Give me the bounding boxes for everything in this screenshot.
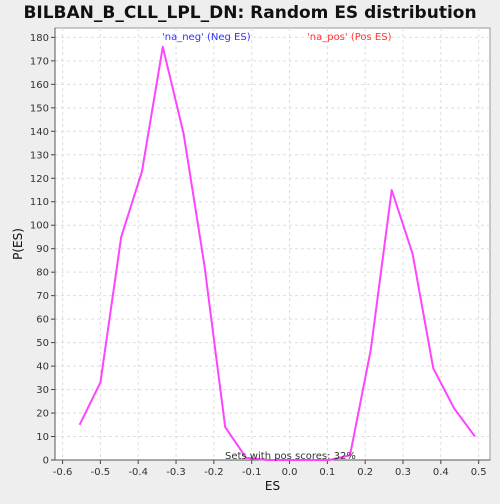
y-tick-label: 60 xyxy=(36,315,49,326)
y-tick-label: 20 xyxy=(36,409,49,420)
x-tick-label: 0.5 xyxy=(471,467,487,478)
y-tick-label: 80 xyxy=(36,268,49,279)
series-line xyxy=(78,45,476,461)
y-axis-label: P(ES) xyxy=(11,228,25,260)
x-tick-label: 0.2 xyxy=(357,467,373,478)
y-tick-label: 30 xyxy=(36,385,49,396)
legend-entry-neg: 'na_neg' (Neg ES) xyxy=(162,32,251,43)
x-tick-label: 0.1 xyxy=(319,467,335,478)
y-tick-label: 110 xyxy=(30,197,49,208)
y-tick-label: 150 xyxy=(30,103,49,114)
x-tick-label: 0.4 xyxy=(433,467,449,478)
y-tick-label: 170 xyxy=(30,56,49,67)
x-tick-label: 0.0 xyxy=(282,467,298,478)
y-tick-label: 120 xyxy=(30,174,49,185)
axes: -0.6 -0.5 -0.4 -0.3 -0.2 -0.1 0.0 0.1 0.2 0.3 0.4 0… xyxy=(30,28,490,478)
grid xyxy=(55,28,490,461)
x-tick-label: -0.1 xyxy=(242,467,262,478)
y-tick-label: 10 xyxy=(36,432,49,443)
series-group xyxy=(78,45,476,461)
y-tick-label: 50 xyxy=(36,338,49,349)
x-tick-label: -0.6 xyxy=(53,467,73,478)
pos-scores-annotation: Sets with pos scores: 32% xyxy=(225,451,356,462)
y-tick-label: 130 xyxy=(30,150,49,161)
y-tick-label: 180 xyxy=(30,33,49,44)
y-tick-label: 70 xyxy=(36,291,49,302)
x-tick-label: -0.5 xyxy=(91,467,111,478)
y-tick-label: 90 xyxy=(36,244,49,255)
x-tick-label: -0.2 xyxy=(204,467,224,478)
y-tick-label: 40 xyxy=(36,362,49,373)
x-tick-label: 0.3 xyxy=(395,467,411,478)
x-tick-label: -0.3 xyxy=(166,467,186,478)
y-tick-label: 160 xyxy=(30,80,49,91)
chart-title: BILBAN_B_CLL_LPL_DN: Random ES distribut… xyxy=(23,3,476,23)
x-tick-label: -0.4 xyxy=(128,467,148,478)
x-axis-label: ES xyxy=(265,479,280,493)
y-tick-label: 140 xyxy=(30,127,49,138)
y-tick-label: 100 xyxy=(30,221,49,232)
legend-entry-pos: 'na_pos' (Pos ES) xyxy=(307,32,392,43)
plot-area xyxy=(54,27,491,461)
y-tick-label: 0 xyxy=(43,456,49,467)
